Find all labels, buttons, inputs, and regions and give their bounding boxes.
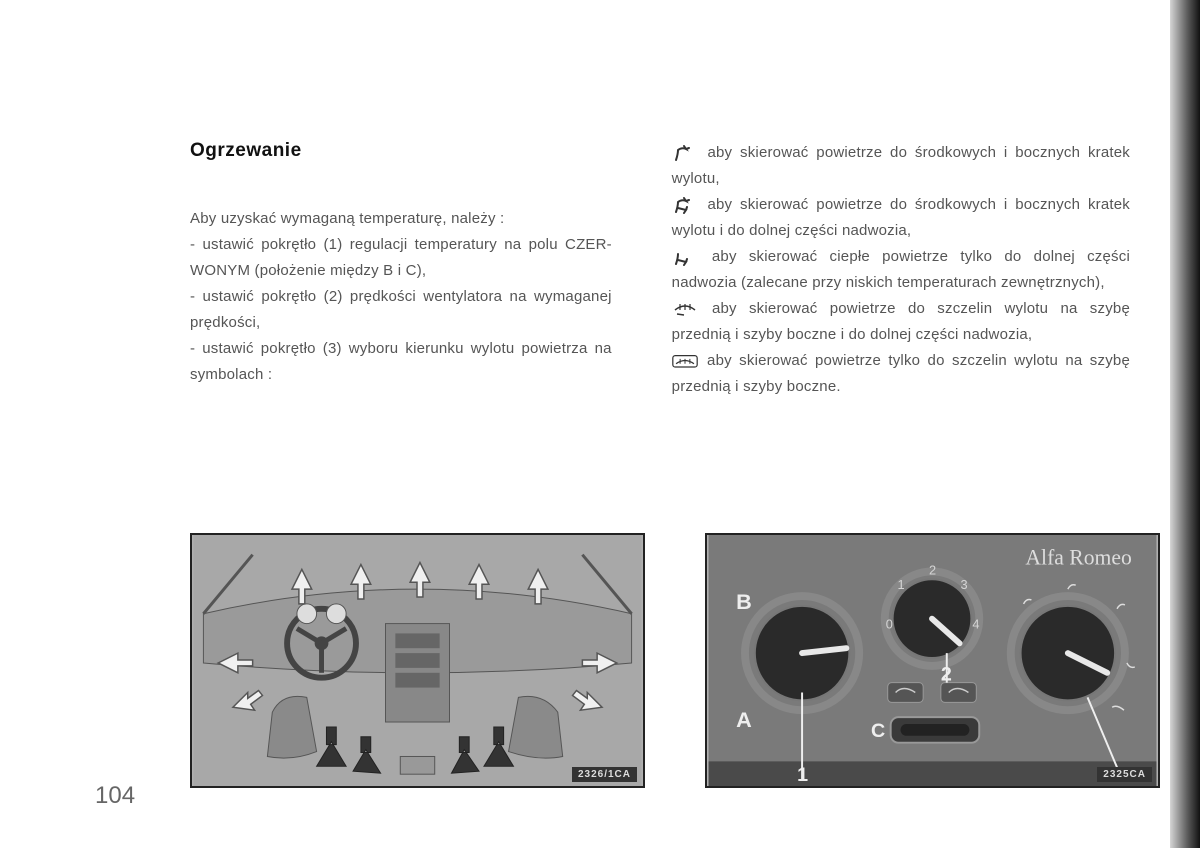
dashboard-airflow-figure: 2326/1CA bbox=[190, 533, 645, 788]
dashboard-svg bbox=[192, 535, 643, 786]
airflow-option-5-text: aby skierować powietrze tylko do szczeli… bbox=[672, 352, 1130, 395]
figure-right-ref: 2325CA bbox=[1097, 767, 1152, 782]
brand-text: Alfa Romeo bbox=[1025, 546, 1131, 570]
figure-row: 2326/1CA Alfa Romeo B A 1 bbox=[190, 533, 1160, 788]
right-column: aby skierować powietrze do środkowych i … bbox=[672, 140, 1130, 400]
climate-panel-figure: Alfa Romeo B A 1 0 1 2 3 4 bbox=[705, 533, 1160, 788]
panel-letter-b: B bbox=[736, 589, 752, 614]
airflow-option-4-text: aby skierować powietrze do szczelin wylo… bbox=[672, 300, 1130, 343]
vent-floor-icon bbox=[672, 248, 698, 266]
left-column: Ogrzewanie Aby uzyskać wymaganą temperat… bbox=[190, 140, 612, 400]
book-spine bbox=[1170, 0, 1200, 848]
manual-page: Ogrzewanie Aby uzyskać wymaganą temperat… bbox=[0, 0, 1170, 848]
airflow-option-3: aby skierować ciepłe powietrze tylko do … bbox=[672, 244, 1130, 296]
step-2: - ustawić pokrętło (2) prędkości wentyla… bbox=[190, 284, 612, 336]
fan-3: 3 bbox=[961, 577, 968, 592]
airflow-option-3-text: aby skierować ciepłe powietrze tylko do … bbox=[672, 248, 1130, 291]
airflow-option-4: aby skierować powietrze do szczelin wylo… bbox=[672, 296, 1130, 348]
fan-2: 2 bbox=[929, 562, 936, 577]
vent-face-floor-icon bbox=[672, 196, 698, 214]
intro-text: Aby uzyskać wymaganą temperaturę, należy… bbox=[190, 206, 612, 232]
page-number: 104 bbox=[95, 782, 135, 810]
fan-4: 4 bbox=[972, 617, 979, 632]
step-1: - ustawić pokrętło (1) regulacji tempera… bbox=[190, 232, 612, 284]
text-columns: Ogrzewanie Aby uzyskać wymaganą temperat… bbox=[190, 140, 1130, 400]
climate-panel-svg: Alfa Romeo B A 1 0 1 2 3 4 bbox=[707, 535, 1158, 786]
airflow-option-5: aby skierować powietrze tylko do szczeli… bbox=[672, 348, 1130, 400]
panel-letter-c: C bbox=[871, 720, 885, 742]
figure-left-ref: 2326/1CA bbox=[572, 767, 637, 782]
vent-defrost-floor-icon bbox=[672, 300, 698, 318]
step-3: - ustawić pokrętło (3) wyboru kierunku w… bbox=[190, 336, 612, 388]
vent-defrost-icon bbox=[672, 352, 698, 370]
panel-mark-1: 1 bbox=[797, 764, 808, 786]
airflow-option-1-text: aby skierować powietrze do środkowych i … bbox=[672, 144, 1130, 187]
fan-0: 0 bbox=[886, 617, 893, 632]
vent-face-icon bbox=[672, 144, 698, 162]
airflow-option-2: aby skierować powietrze do środkowych i … bbox=[672, 192, 1130, 244]
fan-1: 1 bbox=[898, 577, 905, 592]
airflow-option-2-text: aby skierować powietrze do środkowych i … bbox=[672, 196, 1130, 239]
airflow-option-1: aby skierować powietrze do środkowych i … bbox=[672, 140, 1130, 192]
section-heading: Ogrzewanie bbox=[190, 140, 612, 162]
panel-letter-a: A bbox=[736, 707, 752, 732]
panel-mark-2: 2 bbox=[941, 664, 952, 686]
